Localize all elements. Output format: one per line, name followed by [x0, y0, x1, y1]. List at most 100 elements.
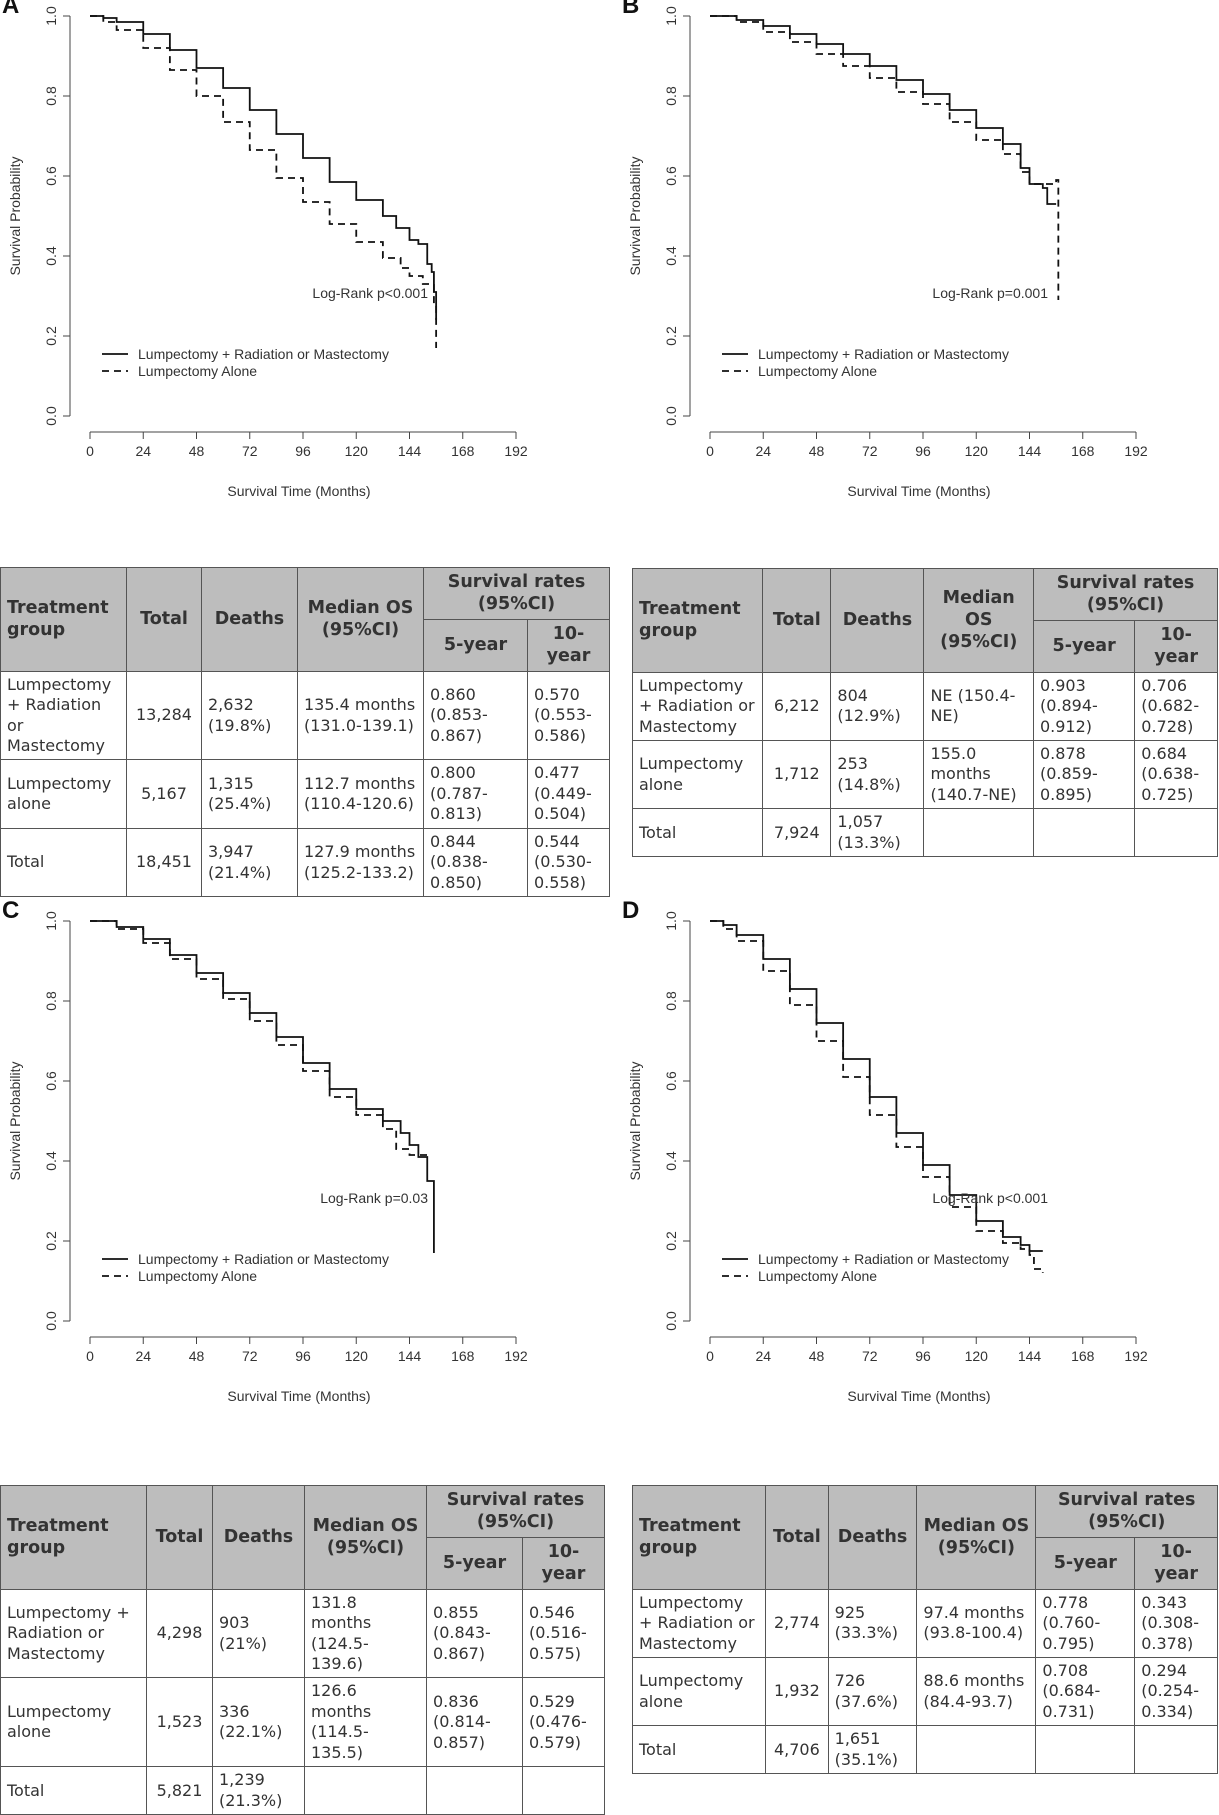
panel-letter: C — [2, 897, 20, 924]
header-survival-rates: Survival rates (95%CI) — [422, 567, 611, 620]
survival-table-a: Treatment group Total Deaths Median OS (… — [0, 567, 611, 898]
series-lumpectomy-radiation-or-mastectomy-curve — [90, 15, 438, 320]
x-axis-title: Survival Time (Months) — [227, 483, 370, 499]
table-row: Lumpectomy alone 5,167 1,315 (25.4%) 112.7 … — [0, 759, 611, 829]
log-rank-annotation: Log-Rank p=0.001 — [932, 285, 1048, 301]
y-axis-title: Survival Probability — [627, 156, 643, 275]
x-tick-label: 48 — [189, 1348, 205, 1364]
x-tick-label: 72 — [862, 1348, 878, 1364]
x-tick-label: 48 — [809, 443, 825, 459]
legend-label: Lumpectomy + Radiation or Mastectomy — [138, 1251, 389, 1267]
panel-b: B 0 24 48 72 96 120 144 168 192 0.0 0.2 0.4 0.6 0.8 1.… — [620, 0, 1219, 880]
cell-10-year: 0.544 (0.530-0.558) — [526, 827, 611, 898]
y-tick-label: 0.0 — [43, 1311, 59, 1331]
header-deaths: Deaths — [830, 568, 925, 673]
panel-letter: B — [622, 0, 640, 19]
cell-treatment-group: Lumpectomy alone — [0, 1677, 147, 1768]
panel-d: D 0 24 48 72 96 120 144 168 192 0.0 0.2 0.4 0.6 0.8 1.… — [620, 897, 1219, 1785]
cell-median-os — [923, 808, 1034, 858]
cell-5-year — [1035, 1725, 1136, 1775]
x-axis-title: Survival Time (Months) — [847, 483, 990, 499]
table-row: Lumpectomy alone 1,932 726 (37.6%) 88.6 mon… — [631, 1656, 1218, 1727]
series-lumpectomy-radiation-or-mastectomy-curve — [90, 920, 435, 1253]
cell-5-year: 0.836 (0.814-0.857) — [426, 1677, 523, 1768]
x-tick-label: 48 — [189, 443, 205, 459]
cell-total: 5,821 — [146, 1766, 213, 1815]
header-5-year: 5-year — [423, 618, 528, 672]
x-axis-title: Survival Time (Months) — [227, 1388, 370, 1404]
header-survival-rates: Survival rates (95%CI) — [425, 1485, 606, 1538]
x-tick-label: 168 — [451, 1348, 475, 1364]
y-tick-label: 0.2 — [43, 326, 59, 346]
y-axis-title: Survival Probability — [7, 1061, 23, 1180]
legend-label: Lumpectomy Alone — [138, 363, 257, 379]
y-tick-label: 0.0 — [663, 406, 679, 426]
y-tick-label: 0.4 — [663, 246, 679, 266]
x-tick-label: 0 — [86, 1348, 94, 1364]
header-10-year: 10-year — [1134, 1536, 1218, 1590]
cell-median-os: 97.4 months (93.8-100.4) — [916, 1588, 1037, 1658]
cell-deaths: 1,315 (25.4%) — [201, 759, 298, 829]
x-tick-label: 0 — [86, 443, 94, 459]
x-tick-label: 144 — [1018, 1348, 1042, 1364]
km-svg: 0 24 48 72 96 120 144 168 192 0.0 0.2 0.4 0.6 0.8 1.0 S… — [7, 911, 528, 1404]
cell-5-year: 0.844 (0.838-0.850) — [423, 827, 528, 898]
cell-treatment-group: Total — [0, 1766, 147, 1815]
cell-deaths: 1,239 (21.3%) — [212, 1766, 305, 1815]
y-tick-label: 0.6 — [43, 1071, 59, 1091]
series-lumpectomy-alone-curve — [90, 15, 438, 348]
cell-median-os: 88.6 months (84.4-93.7) — [916, 1656, 1037, 1727]
y-axis-title: Survival Probability — [627, 1061, 643, 1180]
cell-10-year: 0.570 (0.553-0.586) — [526, 670, 611, 761]
header-5-year: 5-year — [426, 1536, 523, 1590]
cell-10-year: 0.294 (0.254-0.334) — [1134, 1656, 1218, 1727]
cell-10-year — [1134, 1725, 1218, 1775]
table-row: Total 4,706 1,651 (35.1%) — [631, 1725, 1218, 1775]
cell-median-os: 127.9 months (125.2-133.2) — [297, 827, 424, 898]
x-tick-label: 144 — [1018, 443, 1042, 459]
x-tick-label: 120 — [345, 443, 369, 459]
y-tick-label: 0.4 — [43, 246, 59, 266]
table-row: Total 18,451 3,947 (21.4%) 127.9 months (12… — [0, 827, 611, 898]
x-tick-label: 168 — [1071, 443, 1095, 459]
header-treatment-group: Treatment group — [0, 567, 127, 672]
series-lumpectomy-alone-curve — [710, 920, 1044, 1273]
cell-10-year: 0.343 (0.308-0.378) — [1134, 1588, 1218, 1658]
x-tick-label: 72 — [862, 443, 878, 459]
cell-10-year: 0.684 (0.638-0.725) — [1134, 739, 1218, 810]
x-tick-label: 96 — [295, 1348, 311, 1364]
header-5-year: 5-year — [1032, 619, 1136, 673]
survival-table: Treatment group Total Deaths Median OS (… — [631, 568, 1219, 858]
table-row: Lumpectomy + Radiation or Mastectomy 2,77… — [631, 1588, 1218, 1658]
cell-median-os — [304, 1766, 427, 1815]
x-tick-label: 24 — [135, 443, 151, 459]
cell-median-os: 155.0 months (140.7-NE) — [923, 739, 1034, 810]
cell-deaths: 925 (33.3%) — [827, 1588, 918, 1658]
cell-median-os: 131.8 months (124.5-139.6) — [304, 1588, 427, 1679]
header-10-year: 10-year — [1134, 619, 1218, 673]
cell-treatment-group: Total — [0, 827, 127, 898]
y-tick-label: 0.6 — [663, 166, 679, 186]
legend-label: Lumpectomy Alone — [138, 1268, 257, 1284]
header-treatment-group: Treatment group — [631, 1485, 767, 1590]
x-tick-label: 168 — [451, 443, 475, 459]
y-tick-label: 1.0 — [43, 911, 59, 931]
series-lumpectomy-radiation-or-mastectomy-curve — [710, 920, 1043, 1252]
y-tick-label: 0.2 — [43, 1231, 59, 1251]
y-axis-title: Survival Probability — [7, 156, 23, 275]
header-deaths: Deaths — [201, 567, 298, 672]
survival-table: Treatment group Total Deaths Median OS (… — [0, 1485, 606, 1815]
x-tick-label: 0 — [706, 443, 714, 459]
header-median-os: Median OS (95%CI) — [916, 1485, 1037, 1590]
y-tick-label: 0.2 — [663, 1231, 679, 1251]
y-tick-label: 0.8 — [663, 86, 679, 106]
header-deaths: Deaths — [827, 1485, 918, 1590]
x-tick-label: 192 — [1124, 1348, 1148, 1364]
header-10-year: 10-year — [526, 618, 611, 672]
cell-10-year: 0.706 (0.682-0.728) — [1134, 671, 1218, 741]
y-tick-label: 0.6 — [663, 1071, 679, 1091]
cell-5-year — [1032, 808, 1136, 858]
legend-label: Lumpectomy + Radiation or Mastectomy — [138, 346, 389, 362]
y-tick-label: 1.0 — [663, 6, 679, 26]
x-tick-label: 120 — [965, 443, 989, 459]
